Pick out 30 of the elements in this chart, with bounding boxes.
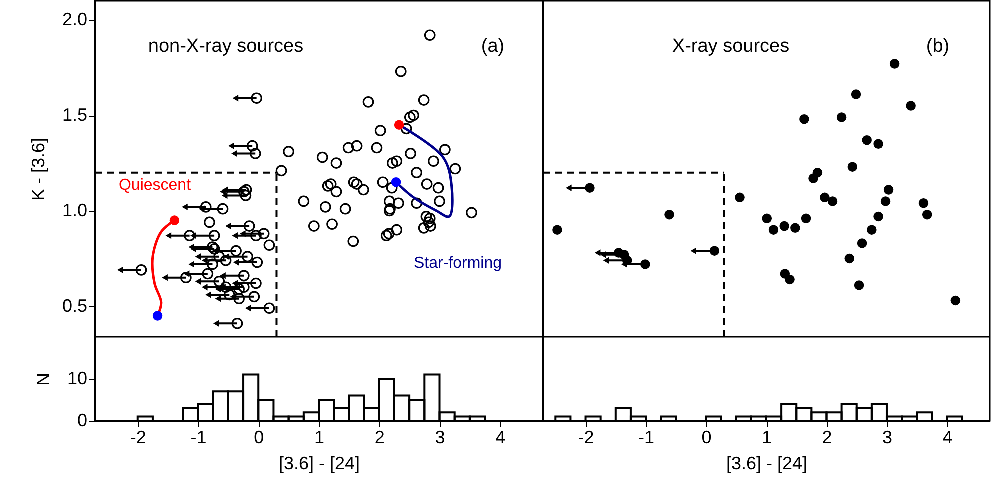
- annotation: Star-forming: [414, 255, 502, 272]
- x-axis-title: [3.6] - [24]: [278, 454, 360, 474]
- y-axis-title: N: [33, 373, 54, 386]
- x-axis-title: [3.6] - [24]: [726, 454, 808, 474]
- annotation: (a): [481, 36, 505, 57]
- x-tick-label: 3: [882, 428, 892, 448]
- annotation: Quiescent: [118, 177, 192, 194]
- x-tick-label: 2: [822, 428, 832, 448]
- y-tick-label: 10: [67, 368, 88, 388]
- y-tick-label: 2.0: [62, 10, 88, 30]
- annotation: non-X-ray sources: [148, 36, 304, 57]
- y-axis-title: K - [3.6]: [28, 138, 48, 202]
- x-tick-label: -1: [190, 428, 207, 448]
- x-tick-label: -2: [130, 428, 146, 448]
- x-tick-label: 4: [496, 428, 506, 448]
- x-tick-label: 0: [702, 428, 712, 448]
- x-tick-label: 2: [374, 428, 385, 448]
- y-tick-label: 0: [77, 410, 88, 430]
- x-tick-label: -1: [638, 428, 655, 448]
- x-tick-label: 0: [254, 428, 264, 448]
- x-tick-label: -2: [578, 428, 594, 448]
- x-tick-label: 1: [762, 428, 772, 448]
- x-tick-label: 4: [942, 428, 953, 448]
- y-tick-label: 1.0: [62, 200, 88, 220]
- y-tick-label: 1.5: [62, 105, 88, 126]
- annotation: X-ray sources: [672, 36, 790, 57]
- x-tick-label: 3: [435, 428, 446, 448]
- y-tick-label: 0.5: [62, 296, 88, 316]
- annotation: (b): [926, 36, 950, 57]
- x-tick-label: 1: [314, 428, 325, 448]
